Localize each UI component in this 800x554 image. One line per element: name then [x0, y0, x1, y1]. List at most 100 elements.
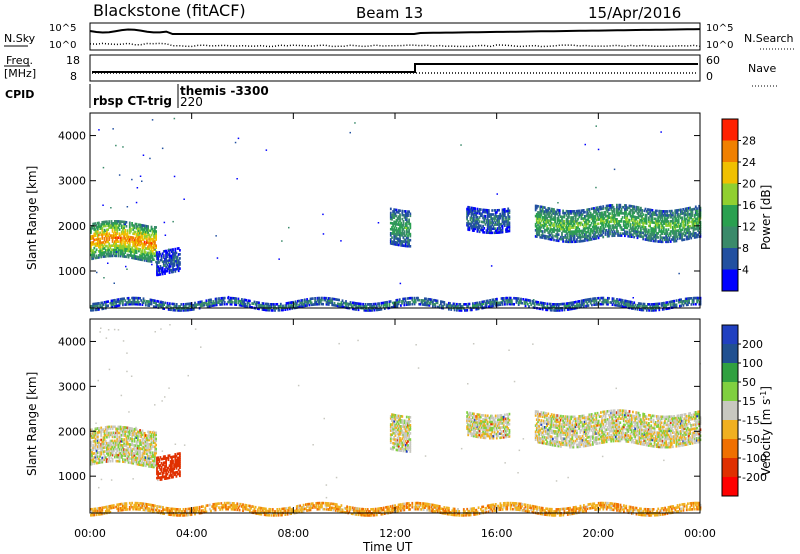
power-cell [486, 225, 489, 228]
velocity-cell [143, 452, 146, 455]
power-cell [469, 222, 472, 226]
power-cell [681, 236, 683, 240]
power-cell [569, 210, 571, 213]
power-cell [672, 219, 674, 223]
power-cell [669, 224, 672, 227]
power-cell [124, 251, 127, 254]
power-cell [498, 217, 500, 220]
velocity-cell [115, 443, 117, 447]
power-cell [496, 299, 498, 303]
power-cell [151, 254, 154, 257]
power-cell [172, 262, 174, 266]
power-cell [666, 224, 669, 227]
freq-unit-label: [MHz] [4, 67, 36, 80]
power-cell [650, 219, 653, 222]
power-cell [515, 299, 518, 302]
power-cell [135, 224, 138, 228]
power-cell [553, 210, 555, 213]
power-cell [142, 299, 145, 303]
power-cell [673, 301, 676, 305]
power-cell [173, 260, 175, 263]
power-cell [482, 216, 484, 220]
power-cell [311, 297, 314, 300]
power-cell [100, 305, 103, 309]
velocity-cell [107, 448, 109, 451]
power-cell [481, 214, 483, 218]
power-cell [154, 244, 156, 247]
velocity-cell [111, 433, 114, 437]
power-cell [506, 224, 508, 227]
power-cell [603, 213, 606, 216]
power-cell [595, 235, 598, 238]
power-point [98, 129, 100, 131]
power-cell [615, 301, 617, 305]
power-cell [164, 301, 167, 305]
power-cell [566, 304, 569, 307]
power-cell [375, 304, 378, 308]
power-cell [649, 239, 651, 242]
power-cell [473, 209, 475, 212]
power-cell [133, 230, 136, 234]
power-cell [556, 216, 559, 220]
power-cell [554, 210, 556, 213]
power-cell [491, 227, 494, 231]
power-cell [568, 306, 570, 309]
power-cell [562, 302, 565, 306]
power-cell [166, 306, 169, 309]
power-cell [337, 302, 339, 306]
power-cell [547, 221, 550, 224]
power-cell [482, 302, 485, 306]
power-cell [634, 215, 637, 219]
power-cell [508, 221, 511, 225]
power-cell [643, 227, 646, 231]
power-cell [515, 301, 518, 304]
velocity-cell [143, 448, 146, 451]
power-cell [168, 308, 171, 311]
power-cell [669, 234, 672, 237]
velocity-cell [112, 441, 115, 445]
power-cell [685, 209, 688, 212]
power-cell [467, 207, 470, 211]
power-cell [596, 297, 599, 300]
power-cell [394, 212, 397, 216]
velocity-cell [118, 449, 121, 453]
power-cell [141, 232, 144, 235]
power-cell [128, 225, 131, 229]
power-cell [555, 303, 558, 306]
power-cell [558, 227, 561, 231]
velocity-cell [130, 451, 132, 454]
power-cell [436, 301, 439, 305]
power-cell [426, 299, 429, 303]
power-cell [673, 231, 675, 235]
power-cell [597, 208, 600, 211]
power-cell [593, 227, 595, 230]
power-cell [507, 298, 510, 302]
power-cell [159, 304, 162, 308]
power-cell [160, 254, 163, 258]
power-cell [95, 226, 98, 229]
power-cell [586, 304, 589, 308]
power-cell [549, 227, 552, 231]
power-cell [561, 308, 563, 312]
velocity-cell [99, 455, 101, 458]
power-cell [587, 216, 590, 219]
power-cell [540, 209, 543, 213]
power-cell [664, 238, 666, 242]
power-cell [675, 225, 678, 229]
power-cell [157, 267, 159, 270]
power-cell [255, 301, 258, 304]
power-cell [541, 224, 544, 227]
power-cell [489, 231, 491, 235]
power-cell [487, 215, 490, 218]
power-cell [172, 264, 174, 268]
velocity-cell [118, 460, 121, 463]
power-cell [513, 296, 515, 300]
power-cell [161, 266, 164, 270]
power-cell [427, 303, 430, 307]
power-cell [140, 240, 143, 243]
power-cell [588, 238, 591, 242]
power-cell [542, 222, 545, 225]
power-cell [581, 299, 584, 302]
power-cell [164, 258, 166, 261]
power-cell [131, 256, 133, 260]
